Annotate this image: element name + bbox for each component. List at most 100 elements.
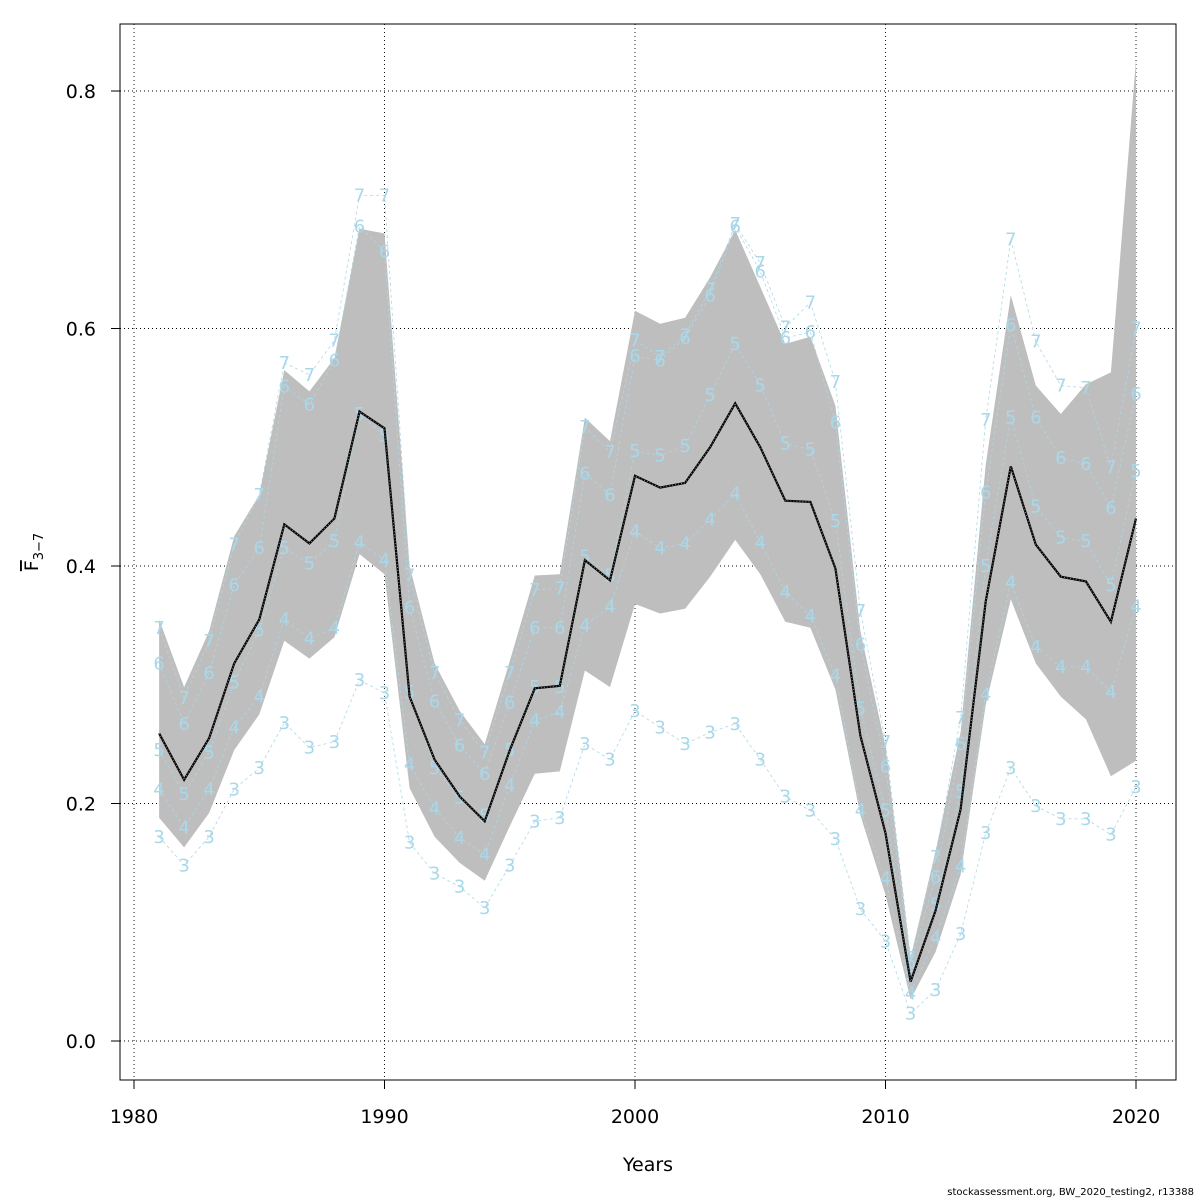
age-label-point: 4 bbox=[805, 606, 816, 627]
age-label-point: 3 bbox=[880, 931, 891, 952]
age-label-point: 3 bbox=[404, 833, 415, 854]
age-label-point: 5 bbox=[1080, 531, 1091, 552]
age-label-point: 5 bbox=[654, 446, 665, 467]
age-label-point: 6 bbox=[905, 953, 916, 974]
age-label-point: 6 bbox=[654, 351, 665, 372]
age-label-point: 7 bbox=[704, 279, 715, 300]
age-label-point: 7 bbox=[379, 186, 390, 207]
age-label-point: 7 bbox=[203, 631, 214, 652]
age-label-point: 5 bbox=[279, 538, 290, 559]
age-label-point: 6 bbox=[830, 412, 841, 433]
y-axis-title-main: F bbox=[21, 560, 43, 571]
age-label-point: 6 bbox=[930, 867, 941, 888]
age-label-point: 4 bbox=[304, 628, 315, 649]
age-label-point: 3 bbox=[930, 980, 941, 1001]
age-label-point: 4 bbox=[254, 687, 265, 708]
age-label-point: 4 bbox=[329, 618, 340, 639]
age-label-point: 6 bbox=[304, 395, 315, 416]
y-tick-label: 0.2 bbox=[66, 794, 96, 816]
age-label-point: 5 bbox=[980, 556, 991, 577]
age-label-point: 7 bbox=[1055, 376, 1066, 397]
age-label-point: 6 bbox=[404, 598, 415, 619]
age-label-point: 3 bbox=[855, 899, 866, 920]
age-label-point: 5 bbox=[178, 784, 189, 805]
footer-credit: stockassessment.org, BW_2020_testing2, r… bbox=[947, 1187, 1194, 1198]
age-label-point: 6 bbox=[805, 322, 816, 343]
age-label-point: 7 bbox=[354, 186, 365, 207]
age-label-point: 6 bbox=[354, 216, 365, 237]
age-label-point: 3 bbox=[1005, 758, 1016, 779]
age-label-point: 5 bbox=[729, 334, 740, 355]
age-label-point: 5 bbox=[454, 788, 465, 809]
age-label-point: 5 bbox=[880, 801, 891, 822]
age-label-point: 6 bbox=[1080, 454, 1091, 475]
age-label-point: 7 bbox=[153, 618, 164, 639]
age-label-point: 4 bbox=[554, 702, 565, 723]
age-label-point: 3 bbox=[254, 758, 265, 779]
age-label-point: 6 bbox=[955, 734, 966, 755]
age-label-point: 3 bbox=[354, 670, 365, 691]
age-label-point: 3 bbox=[379, 683, 390, 704]
age-lines-layer bbox=[158, 195, 1137, 1015]
age-label-point: 6 bbox=[429, 691, 440, 712]
age-label-point: 5 bbox=[1005, 408, 1016, 429]
age-label-point: 5 bbox=[755, 376, 766, 397]
age-label-point: 4 bbox=[429, 798, 440, 819]
age-label-point: 7 bbox=[679, 326, 690, 347]
age-label-point: 4 bbox=[379, 550, 390, 571]
age-label-point: 6 bbox=[604, 485, 615, 506]
age-label-point: 7 bbox=[629, 330, 640, 351]
x-axis-title: Years bbox=[622, 1154, 673, 1176]
age-label-point: 7 bbox=[805, 292, 816, 313]
age-label-point: 3 bbox=[479, 898, 490, 919]
age-label-point: 4 bbox=[1005, 573, 1016, 594]
age-label-point: 7 bbox=[1005, 229, 1016, 250]
age-label-point: 4 bbox=[153, 779, 164, 800]
age-label-point: 5 bbox=[554, 677, 565, 698]
age-label-point: 3 bbox=[1055, 809, 1066, 830]
age-label-point: 3 bbox=[329, 732, 340, 753]
age-label-point: 6 bbox=[254, 538, 265, 559]
age-label-point: 6 bbox=[479, 764, 490, 785]
age-label-point: 4 bbox=[755, 532, 766, 553]
age-label-point: 7 bbox=[279, 353, 290, 374]
age-label-point: 7 bbox=[254, 485, 265, 506]
age-label-point: 5 bbox=[905, 963, 916, 984]
age-label-point: 6 bbox=[1005, 315, 1016, 336]
y-axis: 0.0 0.2 0.4 0.6 0.8 bbox=[66, 81, 120, 1053]
age-label-point: 4 bbox=[704, 510, 715, 531]
age-label-point: 7 bbox=[905, 948, 916, 969]
y-axis-title: F3−7 bbox=[21, 533, 47, 571]
age-label-point: 5 bbox=[1055, 528, 1066, 549]
age-line-7 bbox=[158, 195, 1137, 958]
age-label-point: 4 bbox=[279, 609, 290, 630]
age-label-point: 7 bbox=[1030, 332, 1041, 353]
age-label-point: 3 bbox=[980, 823, 991, 844]
age-line-3 bbox=[158, 679, 1137, 1015]
mean-line-dotted bbox=[158, 402, 1137, 982]
age-label-point: 6 bbox=[1105, 498, 1116, 519]
svg-text:F3−7: F3−7 bbox=[21, 533, 47, 571]
age-label-point: 5 bbox=[254, 620, 265, 641]
age-label-point: 4 bbox=[930, 928, 941, 949]
age-label-point: 5 bbox=[830, 511, 841, 532]
age-label-point: 6 bbox=[554, 618, 565, 639]
age-label-point: 6 bbox=[679, 328, 690, 349]
age-label-point: 5 bbox=[704, 385, 715, 406]
age-label-point: 7 bbox=[529, 580, 540, 601]
age-label-point: 5 bbox=[203, 742, 214, 763]
age-label-point: 4 bbox=[354, 532, 365, 553]
age-line-6 bbox=[158, 225, 1137, 963]
age-label-point: 7 bbox=[729, 214, 740, 235]
age-label-point: 7 bbox=[880, 732, 891, 753]
age-label-point: 4 bbox=[1105, 682, 1116, 703]
age-label-point: 6 bbox=[1030, 408, 1041, 429]
age-label-point: 6 bbox=[755, 262, 766, 283]
age-label-point: 4 bbox=[203, 779, 214, 800]
age-label-point: 4 bbox=[980, 684, 991, 705]
age-label-point: 3 bbox=[955, 924, 966, 945]
age-label-point: 4 bbox=[1130, 596, 1141, 617]
age-label-point: 7 bbox=[504, 663, 515, 684]
